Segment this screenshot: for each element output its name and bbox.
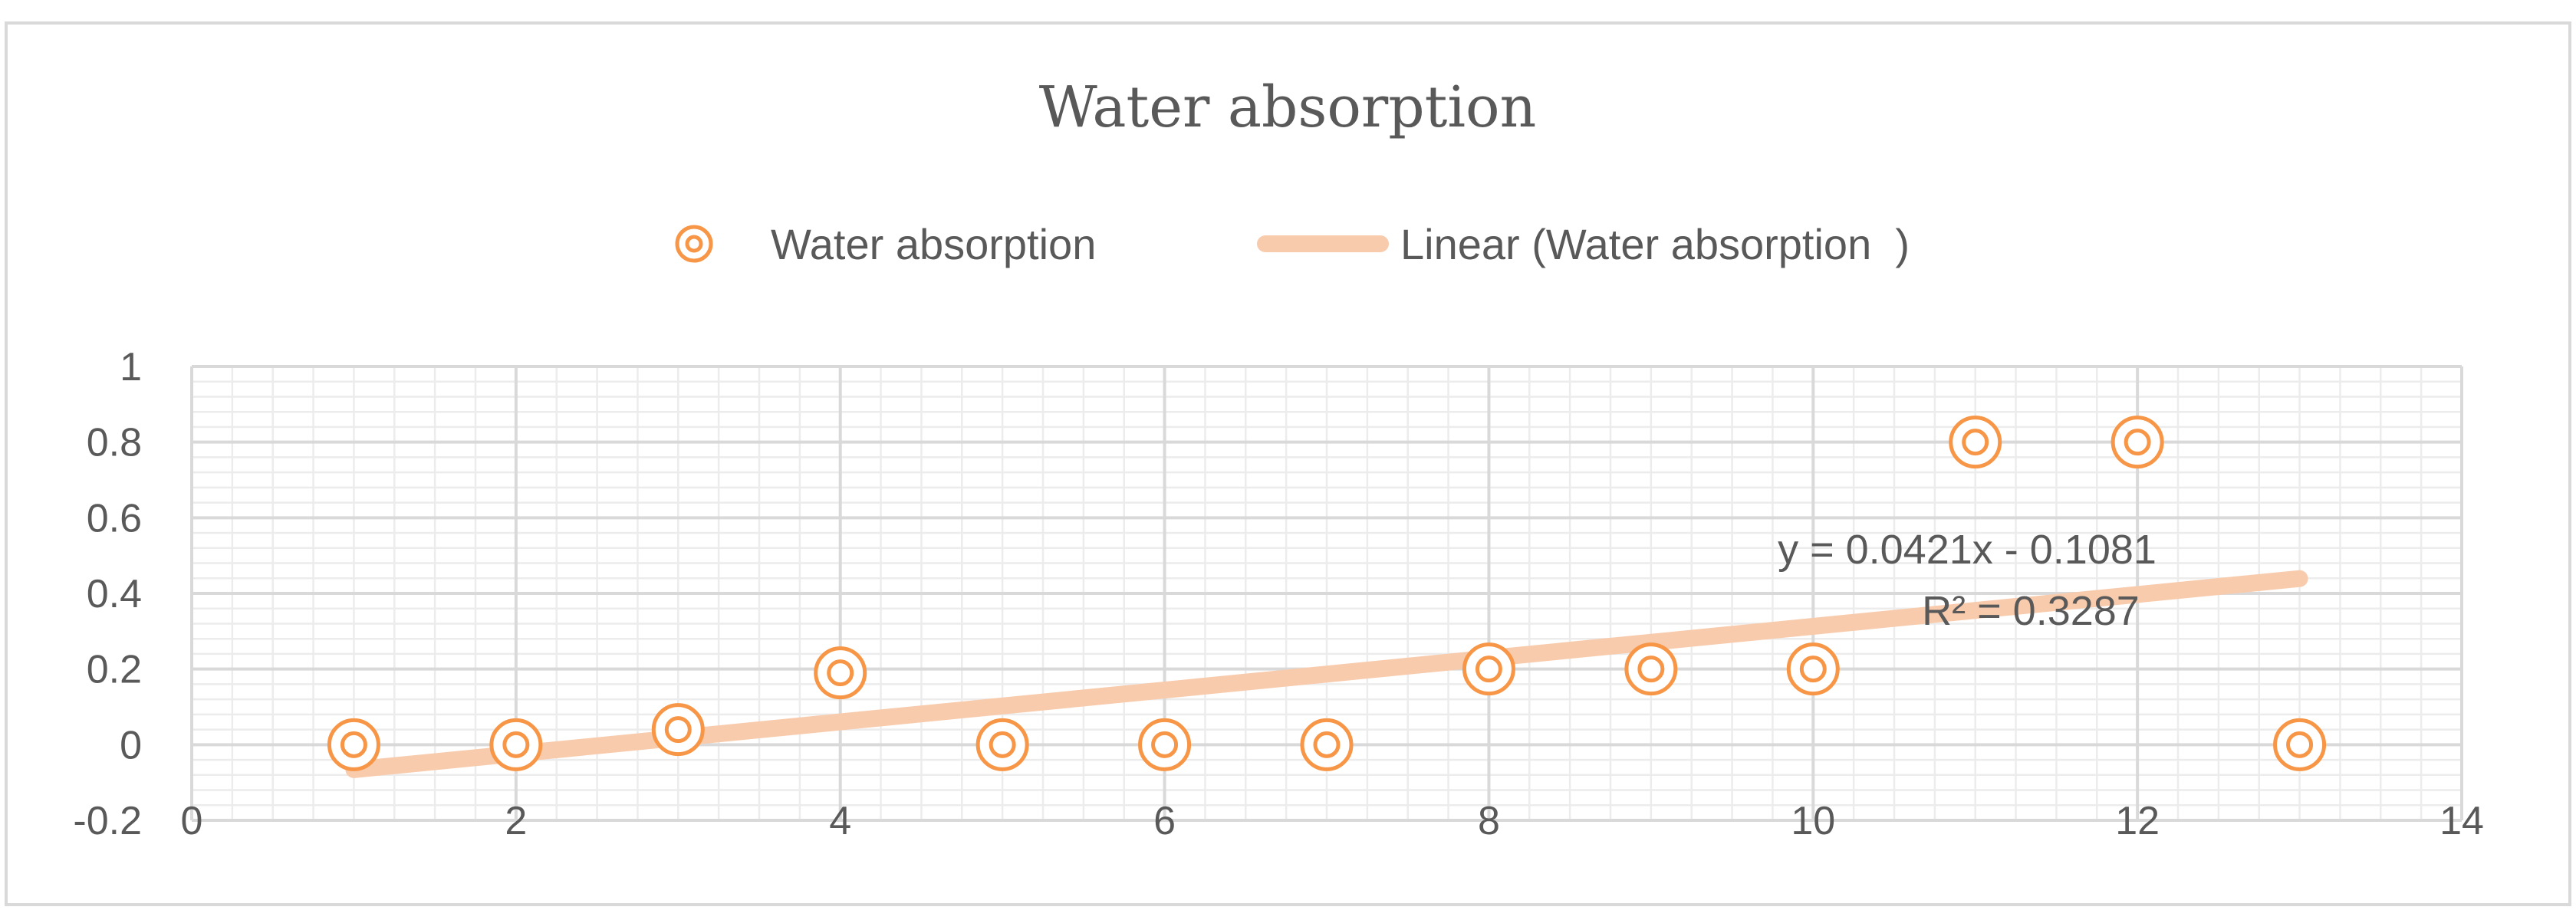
data-point [327,718,380,771]
x-tick-label: 4 [829,799,851,843]
data-point [489,718,543,771]
data-point [1786,642,1840,696]
legend: Water absorption Linear (Water absorptio… [675,220,1910,268]
data-point [814,646,867,700]
data-point [975,718,1029,771]
y-tick-label: 0 [120,723,142,767]
data-point [1138,718,1192,771]
data-point [1300,718,1354,771]
x-tick-label: 14 [2439,799,2484,843]
data-point [1462,642,1515,696]
y-axis-ticks: -0.2 0 0.2 0.4 0.6 0.8 1 [73,345,142,843]
x-tick-label: 0 [181,799,203,843]
data-point [2110,416,2164,469]
chart-title: Water absorption [1039,74,1537,140]
y-tick-label: 0.6 [87,496,142,540]
data-point [1949,416,2002,469]
x-tick-label: 10 [1791,799,1835,843]
data-point [1624,642,1678,696]
y-tick-label: 0.8 [87,421,142,465]
x-tick-label: 6 [1153,799,1176,843]
legend-marker-icon [675,225,713,263]
legend-label-trendline: Linear (Water absorption ) [1400,220,1910,268]
trendline-equation: y = 0.0421x - 0.1081 R² = 0.3287 [1778,527,2157,634]
y-tick-label: 0.2 [87,648,142,692]
y-tick-label: 1 [120,345,142,389]
x-tick-label: 2 [505,799,527,843]
x-tick-label: 8 [1478,799,1500,843]
x-tick-label: 12 [2115,799,2160,843]
y-tick-label: 0.4 [87,572,142,616]
trendline-r2-label: R² = 0.3287 [1922,588,2140,634]
data-point [2273,718,2327,771]
x-axis-ticks: 0 2 4 6 8 10 12 14 [181,799,2484,843]
legend-label-series: Water absorption [771,220,1096,268]
data-points [327,416,2327,771]
y-tick-label: -0.2 [73,799,142,843]
trendline-equation-label: y = 0.0421x - 0.1081 [1778,527,2157,573]
data-point [651,703,705,757]
